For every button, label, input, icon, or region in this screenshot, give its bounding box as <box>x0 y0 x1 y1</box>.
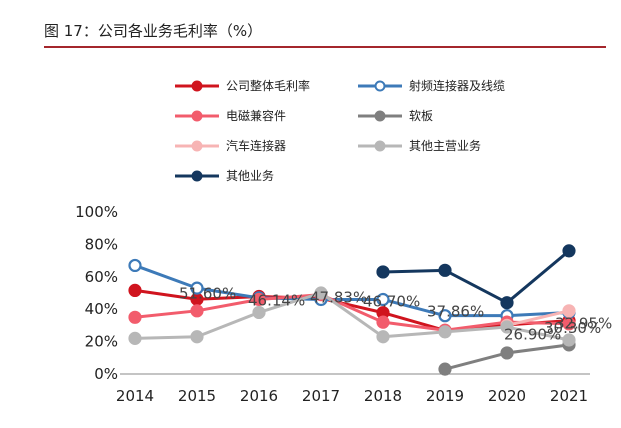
legend-item: 公司整体毛利率 <box>175 78 310 93</box>
legend-label: 其他业务 <box>226 168 274 183</box>
series-line <box>134 293 570 332</box>
data-point <box>500 296 514 310</box>
series-line <box>382 249 570 305</box>
chart-series <box>128 244 576 376</box>
data-point <box>190 330 204 344</box>
legend-label: 电磁兼容件 <box>226 108 286 123</box>
data-point <box>376 330 390 344</box>
x-tick-label: 2019 <box>426 387 464 405</box>
legend-marker <box>374 140 386 152</box>
data-point <box>376 315 390 329</box>
series <box>376 244 576 310</box>
data-point <box>562 333 576 347</box>
data-label: 30.30% <box>544 319 601 337</box>
data-label: 46.14% <box>248 291 305 309</box>
legend-label: 汽车连接器 <box>226 138 286 153</box>
y-tick-label: 80% <box>85 235 118 253</box>
data-label: 32.95% <box>555 315 612 333</box>
y-tick-label: 20% <box>85 333 118 351</box>
legend-label: 其他主营业务 <box>409 138 481 153</box>
x-tick-label: 2021 <box>550 387 588 405</box>
series <box>128 286 576 347</box>
data-point <box>438 362 452 376</box>
y-tick-label: 0% <box>94 365 118 383</box>
data-point <box>438 263 452 277</box>
title-divider <box>44 46 606 48</box>
legend-marker <box>191 80 203 92</box>
series-line <box>134 288 570 332</box>
data-point <box>500 346 514 360</box>
legend-item: 射频连接器及线缆 <box>358 78 505 93</box>
chart-axes: 0% 20% 40% 60% 80% 100% 2014 2015 2016 2017 2018 20… <box>75 203 590 405</box>
series-line <box>134 264 570 318</box>
data-point <box>500 320 514 334</box>
legend-item: 软板 <box>358 109 433 123</box>
legend-marker <box>374 80 386 92</box>
legend-label: 射频连接器及线缆 <box>409 78 505 93</box>
legend-item: 汽车连接器 <box>175 138 286 153</box>
data-label: 47.83% <box>310 289 367 307</box>
data-point <box>438 325 452 339</box>
x-tick-label: 2016 <box>240 387 278 405</box>
x-tick-label: 2015 <box>178 387 216 405</box>
x-tick-label: 2014 <box>116 387 154 405</box>
data-point <box>190 304 204 318</box>
series <box>438 338 576 376</box>
data-point <box>438 309 452 323</box>
data-point <box>314 286 328 300</box>
legend-label: 公司整体毛利率 <box>226 78 310 93</box>
legend-marker <box>191 110 203 122</box>
data-point <box>562 317 576 331</box>
y-tick-label: 60% <box>85 268 118 286</box>
figure-title: 图 17：公司各业务毛利率（%） <box>44 22 263 40</box>
data-point <box>376 292 390 307</box>
data-point <box>376 265 390 279</box>
x-tick-label: 2020 <box>488 387 526 405</box>
legend-marker <box>191 170 203 182</box>
data-label: 46.70% <box>363 292 420 310</box>
chart-data-labels: 51.60% 46.14% 47.83%46.70% 37.86% 26.90%30.3… <box>179 284 612 343</box>
data-point <box>128 310 142 324</box>
series-line <box>134 291 570 342</box>
data-point <box>252 305 266 320</box>
legend-marker <box>374 110 386 122</box>
y-tick-label: 40% <box>85 300 118 318</box>
legend-marker <box>191 140 203 152</box>
data-point <box>128 283 142 298</box>
x-tick-label: 2018 <box>364 387 402 405</box>
legend-item: 电磁兼容件 <box>175 108 286 123</box>
legend-label: 软板 <box>409 109 433 123</box>
data-point <box>562 244 576 258</box>
data-point <box>252 292 266 307</box>
data-point <box>128 258 142 273</box>
data-label: 51.60% <box>179 284 236 302</box>
data-point <box>190 281 204 295</box>
x-tick-label: 2017 <box>302 387 340 405</box>
data-point <box>128 331 142 345</box>
legend-item: 其他业务 <box>175 168 274 183</box>
data-point <box>562 304 576 318</box>
legend-item: 其他主营业务 <box>358 138 481 153</box>
series-line <box>506 309 570 327</box>
data-label: 37.86% <box>427 303 484 321</box>
data-label: 26.90% <box>504 325 561 343</box>
y-tick-label: 100% <box>75 203 118 221</box>
